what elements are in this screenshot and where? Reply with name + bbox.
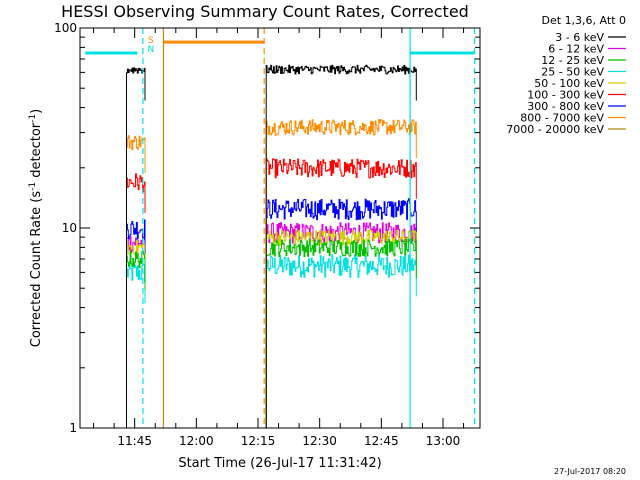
series-trace [265,158,417,428]
flag-n: N [148,45,155,55]
x-tick-label: 12:15 [241,434,276,448]
x-tick-label: 13:00 [426,434,461,448]
series-trace [265,254,417,428]
flag-s: S [148,36,154,46]
y-axis-label-sup2: -1 [28,114,38,123]
legend-entry-label: 3 - 6 keV [555,31,604,44]
data-layer [126,64,417,428]
series-trace [126,261,146,428]
x-tick-label: 12:00 [179,434,214,448]
y-axis-label: Corrected Count Rate (s-1 detector-1) [28,109,44,347]
series-trace [126,173,146,428]
legend-entry-label: 7000 - 20000 keV [506,123,604,136]
x-tick-label: 12:45 [364,434,399,448]
series-trace [265,119,417,428]
legend-entry-label: 25 - 50 keV [541,66,604,79]
series-trace [265,64,417,428]
y-tick-label: 10 [62,221,77,235]
x-tick-label: 11:45 [117,434,152,448]
legend-entry-label: 12 - 25 keV [541,54,604,67]
y-axis-label-end: ) [29,109,44,114]
legend-header: Det 1,3,6, Att 0 [542,14,626,27]
y-tick-label: 100 [54,21,77,35]
axes-layer: 1 10 100 11:45 12:00 12:15 12:30 12:45 13:00 [54,21,480,448]
chart-title: HESSI Observing Summary Count Rates, Cor… [61,2,469,21]
x-tick-label: 12:30 [302,434,337,448]
x-axis-label: Start Time (26-Jul-17 11:31:42) [178,456,381,471]
series-trace [265,198,417,428]
legend-entry-label: 100 - 300 keV [527,89,604,102]
y-axis-label-mid: detector [29,122,44,182]
series-100-300-kev [126,158,417,428]
footer-timestamp: 27-Jul-2017 08:20 [554,467,626,476]
marker-layer: SN [85,28,476,428]
legend-entry-label: 50 - 100 keV [534,77,604,90]
y-tick-label: 1 [69,421,77,435]
legend-entry-label: 800 - 7000 keV [520,112,604,125]
legend-entry-label: 6 - 12 keV [548,43,604,56]
series-trace [265,229,417,428]
y-axis-label-main: Corrected Count Rate (s [29,191,44,348]
series-25-50-kev [126,254,417,428]
series-trace [265,238,417,428]
legend-entry-label: 300 - 800 keV [527,100,604,113]
y-axis-label-sup1: -1 [28,182,38,191]
